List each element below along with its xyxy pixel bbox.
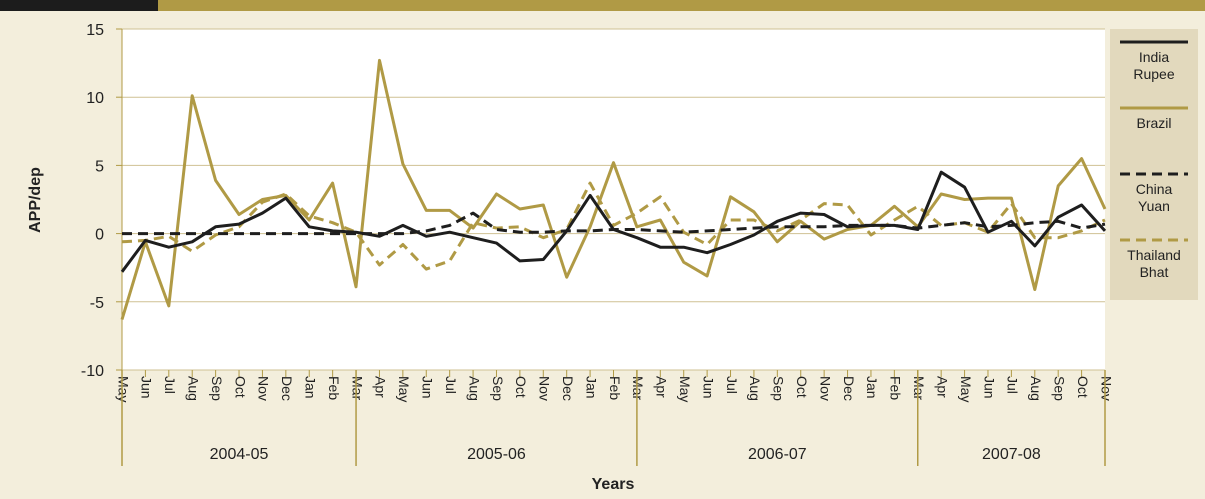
y-tick-label: 10 bbox=[86, 90, 104, 107]
y-tick-label: -10 bbox=[81, 363, 104, 380]
x-tick-label: Sep bbox=[1051, 376, 1067, 401]
y-axis-title: APP/dep bbox=[27, 167, 44, 233]
x-tick-label: Dec bbox=[560, 376, 576, 401]
series-line bbox=[121, 181, 1106, 271]
x-tick-label: Jul bbox=[162, 376, 178, 394]
header-block bbox=[0, 0, 158, 11]
x-tick-label: Oct bbox=[794, 376, 810, 398]
x-tick-label: Jan bbox=[864, 376, 880, 399]
x-tick-label: Aug bbox=[186, 376, 202, 401]
x-tick-label: Nov bbox=[537, 376, 553, 401]
x-tick-label: Apr bbox=[934, 376, 950, 398]
x-tick-label: Aug bbox=[466, 376, 482, 401]
x-tick-label: Oct bbox=[513, 376, 529, 398]
x-tick-label: Aug bbox=[1028, 376, 1044, 401]
x-tick-label: Mar bbox=[911, 376, 927, 400]
x-tick-label: Jun bbox=[420, 376, 436, 399]
legend-label-line: China bbox=[1136, 181, 1173, 197]
x-tick-label: Jun bbox=[981, 376, 997, 399]
x-tick-label: Dec bbox=[279, 376, 295, 401]
y-tick-label: -5 bbox=[90, 295, 104, 312]
y-tick-label: 0 bbox=[95, 227, 104, 244]
x-tick-label: Jun bbox=[700, 376, 716, 399]
x-tick-label: Jul bbox=[1005, 376, 1021, 394]
legend-label-line: Thailand bbox=[1127, 247, 1181, 263]
x-tick-label: Aug bbox=[747, 376, 763, 401]
x-tick-label: May bbox=[677, 376, 693, 402]
y-tick-label: 15 bbox=[86, 22, 104, 39]
group-label: 2004-05 bbox=[210, 446, 269, 463]
x-tick-label: Oct bbox=[232, 376, 248, 398]
x-tick-label: May bbox=[396, 376, 412, 402]
x-tick-label: Nov bbox=[817, 376, 833, 401]
x-tick-label: Nov bbox=[1098, 376, 1114, 401]
x-tick-label: Jan bbox=[583, 376, 599, 399]
header-bar bbox=[158, 0, 1205, 11]
x-tick-label: Jun bbox=[139, 376, 155, 399]
series-line bbox=[120, 58, 1107, 320]
x-tick-label: Sep bbox=[490, 376, 506, 401]
x-tick-label: Jan bbox=[303, 376, 319, 399]
x-tick-label: Nov bbox=[256, 376, 272, 401]
x-tick-label: Feb bbox=[888, 376, 904, 400]
x-tick-label: May bbox=[115, 376, 131, 402]
x-tick-label: Mar bbox=[630, 376, 646, 400]
x-tick-label: Feb bbox=[607, 376, 623, 400]
x-tick-label: Sep bbox=[209, 376, 225, 401]
legend-label-line: Bhat bbox=[1140, 264, 1169, 280]
x-tick-label: Feb bbox=[326, 376, 342, 400]
legend-label-line: Rupee bbox=[1133, 66, 1174, 82]
x-tick-label: Jul bbox=[443, 376, 459, 394]
legend-label-line: India bbox=[1139, 49, 1170, 65]
legend-label: Thailand Bhat bbox=[1127, 247, 1181, 280]
x-tick-label: Oct bbox=[1075, 376, 1091, 398]
legend-label: India Rupee bbox=[1133, 49, 1174, 82]
x-tick-label: Sep bbox=[771, 376, 787, 401]
group-label: 2007-08 bbox=[982, 446, 1041, 463]
legend-label: Brazil bbox=[1136, 115, 1171, 131]
group-label: 2006-07 bbox=[748, 446, 807, 463]
legend-box bbox=[1110, 29, 1198, 300]
x-tick-label: Mar bbox=[349, 376, 365, 400]
y-tick-label: 5 bbox=[95, 158, 104, 175]
x-tick-label: May bbox=[958, 376, 974, 402]
legend-label-line: Yuan bbox=[1138, 198, 1170, 214]
series-line bbox=[120, 170, 1107, 273]
x-tick-label: Apr bbox=[654, 376, 670, 398]
x-tick-label: Apr bbox=[373, 376, 389, 398]
x-tick-label: Dec bbox=[841, 376, 857, 401]
legend-label: China Yuan bbox=[1136, 181, 1173, 214]
group-label: 2005-06 bbox=[467, 446, 526, 463]
x-tick-label: Jul bbox=[724, 376, 740, 394]
x-axis-title: Years bbox=[592, 476, 635, 493]
